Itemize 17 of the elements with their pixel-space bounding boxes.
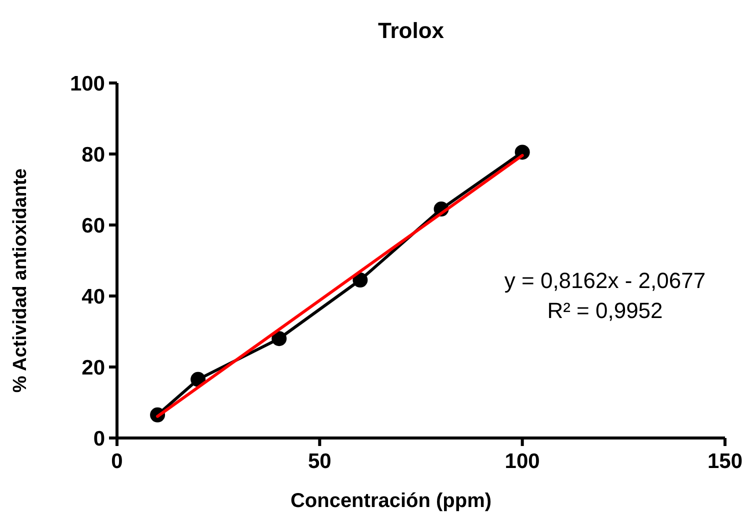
x-tick-label: 150: [707, 450, 743, 473]
y-axis-title: % Actividad antioxidante: [10, 168, 31, 393]
chart-title: Trolox: [378, 18, 445, 43]
y-tick-label: 80: [82, 143, 105, 166]
annotation: y = 0,8162x - 2,0677: [504, 268, 706, 293]
y-tick-label: 40: [82, 285, 105, 308]
x-axis-title: Concentración (ppm): [290, 490, 492, 512]
y-tick-label: 100: [70, 72, 105, 96]
annotation: R² = 0,9952: [547, 298, 663, 323]
x-tick-label: 0: [111, 450, 123, 473]
point: [352, 272, 368, 288]
x-tick-label: 50: [308, 450, 332, 473]
x-tick-label: 100: [504, 450, 540, 473]
y-tick-label: 20: [82, 356, 105, 380]
y-tick-label: 0: [93, 427, 105, 450]
point: [272, 331, 287, 346]
y-tick-label: 60: [82, 214, 105, 238]
